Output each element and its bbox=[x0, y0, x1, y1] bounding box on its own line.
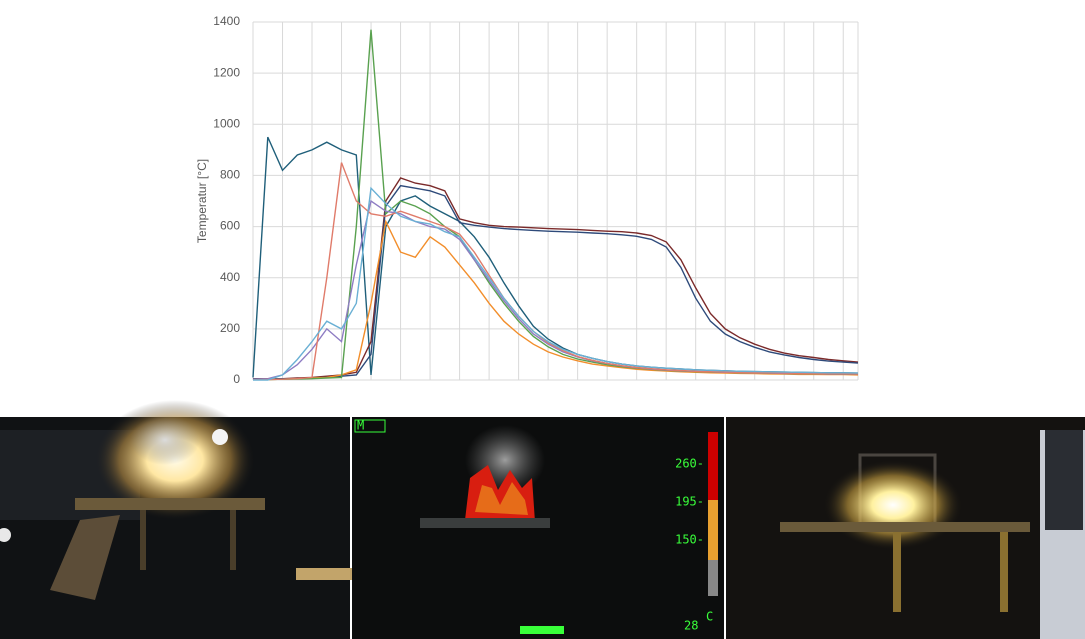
data-line bbox=[253, 219, 859, 381]
photo-right bbox=[726, 417, 1085, 639]
table-leg bbox=[1000, 532, 1008, 612]
temperature-reading: 28 bbox=[684, 619, 698, 633]
y-tick-label: 400 bbox=[220, 270, 240, 284]
photo-thermal: M 260- 195- 150- 28 C bbox=[352, 417, 724, 639]
smoke bbox=[130, 415, 200, 465]
lamp bbox=[0, 528, 11, 542]
data-line bbox=[253, 186, 859, 381]
scale-label: 195- bbox=[675, 495, 704, 509]
pallet bbox=[50, 515, 120, 600]
y-tick-label: 1400 bbox=[213, 14, 240, 28]
y-tick-label: 1000 bbox=[213, 116, 240, 130]
status-bar bbox=[520, 626, 564, 634]
plank bbox=[296, 568, 352, 580]
mode-label: M bbox=[357, 419, 364, 433]
y-tick-label: 1200 bbox=[213, 65, 240, 79]
data-line bbox=[253, 162, 859, 381]
mode-box bbox=[354, 419, 386, 433]
table-leg bbox=[140, 510, 146, 570]
y-tick-label: 600 bbox=[220, 219, 240, 233]
y-tick-label: 0 bbox=[233, 372, 240, 386]
table bbox=[75, 498, 265, 510]
table-leg bbox=[230, 510, 236, 570]
hot-zone bbox=[475, 482, 528, 515]
data-line bbox=[253, 177, 859, 380]
table-leg bbox=[893, 532, 901, 612]
temperature-unit: C bbox=[706, 610, 713, 624]
table bbox=[780, 522, 1030, 532]
y-tick-label: 800 bbox=[220, 168, 240, 182]
y-tick-label: 200 bbox=[220, 321, 240, 335]
scale-label: 150- bbox=[675, 533, 704, 547]
chart: Temperatur [°C] 0 200 400 600 800 1000 1200 140… bbox=[195, 14, 859, 386]
scale-label: 260- bbox=[675, 457, 704, 471]
data-line bbox=[252, 136, 859, 378]
photo-left bbox=[0, 400, 352, 639]
color-scale bbox=[708, 500, 718, 596]
table bbox=[420, 518, 550, 528]
color-scale bbox=[708, 560, 718, 596]
y-axis-label: Temperatur [°C] bbox=[195, 159, 209, 243]
lamp bbox=[212, 429, 228, 445]
firefighter-gear bbox=[1045, 430, 1083, 530]
data-line bbox=[253, 184, 859, 380]
